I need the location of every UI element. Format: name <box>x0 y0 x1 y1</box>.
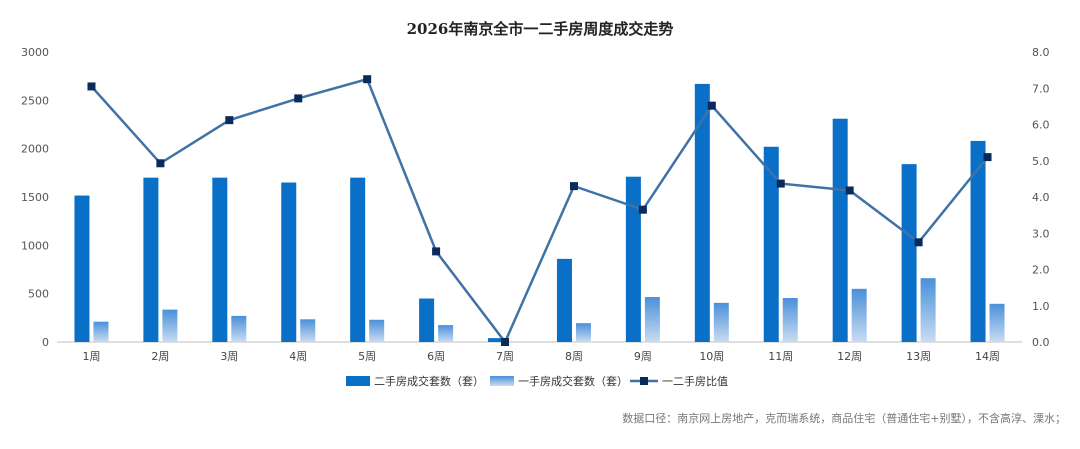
y-left-tick-label: 2000 <box>21 143 49 156</box>
bar-second-hand <box>763 146 779 342</box>
ratio-marker <box>156 159 165 168</box>
x-tick-label: 13周 <box>906 350 931 363</box>
ratio-marker <box>845 186 854 195</box>
bar-new-home <box>851 288 867 342</box>
x-tick-label: 12周 <box>837 350 862 363</box>
bar-second-hand <box>281 182 297 342</box>
y-right-tick-label: 7.0 <box>1032 82 1050 95</box>
y-right-tick-label: 4.0 <box>1032 191 1050 204</box>
y-right-tick-label: 6.0 <box>1032 119 1050 132</box>
legend-swatch-new-home <box>490 376 514 386</box>
ratio-marker <box>432 247 441 256</box>
x-tick-label: 4周 <box>289 350 307 363</box>
bar-second-hand <box>901 164 917 342</box>
x-tick-label: 1周 <box>82 350 100 363</box>
x-tick-label: 9周 <box>634 350 652 363</box>
bar-second-hand <box>694 83 710 343</box>
x-tick-label: 10周 <box>699 350 724 363</box>
ratio-marker <box>501 338 510 346</box>
x-tick-label: 2周 <box>151 350 169 363</box>
bar-new-home <box>644 297 660 342</box>
y-right-tick-label: 8.0 <box>1032 46 1050 59</box>
bar-new-home <box>369 319 385 342</box>
bar-second-hand <box>419 298 435 342</box>
y-right-tick-label: 5.0 <box>1032 155 1050 168</box>
legend-swatch-ratio-marker <box>640 377 648 385</box>
bar-second-hand <box>970 140 986 342</box>
y-right-tick-label: 2.0 <box>1032 264 1050 277</box>
bar-second-hand <box>350 177 366 342</box>
ratio-marker <box>638 205 647 214</box>
y-left-tick-label: 2500 <box>21 94 49 107</box>
bar-new-home <box>713 302 729 342</box>
legend-label-new-home: 一手房成交套数（套） <box>518 374 628 388</box>
bar-new-home <box>300 319 316 342</box>
x-tick-label: 7周 <box>496 350 514 363</box>
ratio-marker <box>87 82 96 91</box>
bar-second-hand <box>832 118 848 342</box>
legend-label-ratio: 一二手房比值 <box>662 374 728 388</box>
bar-new-home <box>575 323 591 342</box>
bar-new-home <box>231 315 247 342</box>
ratio-marker <box>983 153 992 162</box>
x-tick-label: 11周 <box>768 350 793 363</box>
bar-new-home <box>162 309 178 342</box>
ratio-marker <box>225 116 234 125</box>
ratio-marker <box>914 238 923 247</box>
bar-second-hand <box>212 177 228 342</box>
y-right-tick-label: 1.0 <box>1032 300 1050 313</box>
bar-new-home <box>920 278 936 342</box>
chart-title: 2026年南京全市一二手房周度成交走势 <box>406 20 674 38</box>
bar-new-home <box>438 325 454 342</box>
bar-second-hand <box>488 338 504 342</box>
x-tick-label: 3周 <box>220 350 238 363</box>
y-left-tick-label: 500 <box>28 288 49 301</box>
ratio-marker <box>294 94 303 103</box>
legend-swatch-second-hand <box>346 376 370 386</box>
bar-new-home <box>782 298 798 342</box>
bar-second-hand <box>143 177 159 342</box>
x-tick-label: 8周 <box>565 350 583 363</box>
y-left-tick-label: 0 <box>42 336 49 349</box>
bar-new-home <box>989 303 1005 342</box>
x-tick-label: 6周 <box>427 350 445 363</box>
y-left-tick-label: 3000 <box>21 46 49 59</box>
ratio-marker <box>776 179 785 188</box>
bar-second-hand <box>625 176 641 342</box>
y-right-tick-label: 3.0 <box>1032 227 1050 240</box>
bar-second-hand <box>556 258 572 342</box>
legend-label-second-hand: 二手房成交套数（套） <box>374 374 484 388</box>
y-right-tick-label: 0.0 <box>1032 336 1050 349</box>
y-left-tick-label: 1500 <box>21 191 49 204</box>
x-tick-label: 14周 <box>975 350 1000 363</box>
y-left-tick-label: 1000 <box>21 239 49 252</box>
ratio-marker <box>569 182 578 191</box>
x-tick-label: 5周 <box>358 350 376 363</box>
source-note: 数据口径：南京网上房地产，克而瑞系统，商品住宅（普通住宅+别墅），不含高淳、溧水… <box>622 412 1066 425</box>
ratio-line <box>90 77 989 345</box>
bar-second-hand <box>74 195 90 342</box>
ratio-marker <box>707 101 716 110</box>
ratio-marker <box>363 75 372 84</box>
bar-new-home <box>93 321 109 342</box>
